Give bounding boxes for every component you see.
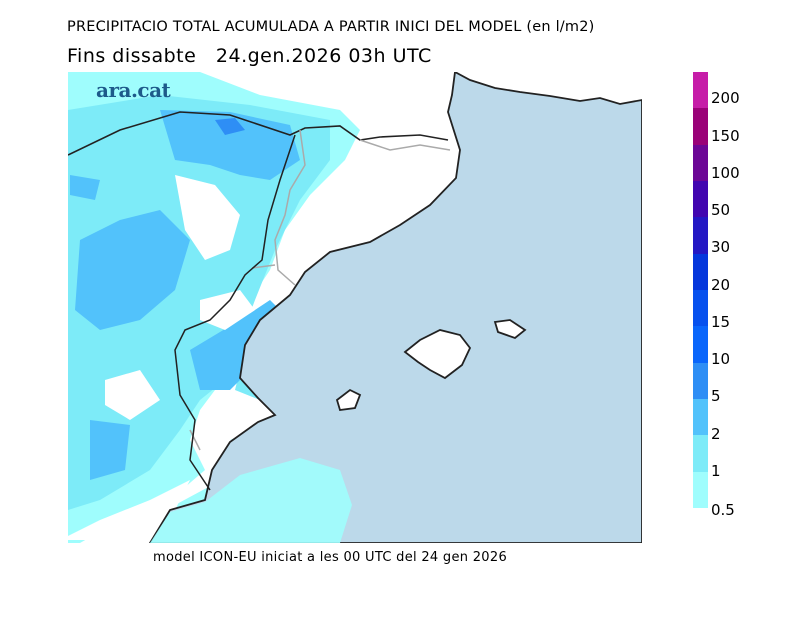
ara-cat-logo: ara.cat	[96, 78, 171, 102]
model-info-footer: model ICON-EU iniciat a les 00 UTC del 2…	[153, 550, 508, 565]
country-border	[68, 111, 449, 156]
precip-area-2	[70, 110, 340, 480]
map-subtitle: Fins dissabte 24.gen.2026 03h UTC	[67, 45, 432, 67]
legend-label: 20	[711, 275, 731, 294]
legend-swatch-30	[693, 217, 708, 254]
legend-label: 2	[711, 424, 721, 443]
island-mallorca	[403, 329, 472, 380]
sea-precip-coast	[150, 458, 352, 543]
legend-label: 200	[711, 89, 740, 108]
legend-swatch-20	[693, 253, 708, 290]
legend-swatch-15	[693, 289, 708, 327]
legend-label: 150	[711, 126, 740, 145]
legend-swatch-5	[693, 362, 708, 399]
legend-swatch-1	[693, 435, 708, 472]
precip-area-5	[215, 118, 245, 135]
legend-label: 50	[711, 201, 731, 220]
legend-label: 30	[711, 238, 731, 257]
region-borders	[189, 129, 451, 451]
legend-swatch-100	[693, 144, 708, 181]
legend-swatch-2	[693, 398, 708, 436]
sea-area	[148, 72, 642, 543]
color-legend	[693, 72, 708, 508]
legend-swatch-150	[693, 108, 708, 145]
white-dry-areas	[68, 175, 255, 540]
legend-label: 1	[711, 461, 721, 480]
map-title: PRECIPITACIO TOTAL ACUMULADA A PARTIR IN…	[67, 19, 595, 35]
legend-label: 5	[711, 387, 721, 406]
island-ibiza	[335, 388, 362, 411]
legend-label: 100	[711, 163, 740, 182]
island-menorca	[493, 319, 527, 340]
legend-swatch-0.5	[693, 471, 708, 508]
legend-label: 0.5	[711, 501, 735, 519]
legend-swatch-200	[693, 72, 708, 109]
legend-label: 10	[711, 350, 731, 369]
regional-border-dark	[174, 134, 296, 491]
legend-swatch-10	[693, 326, 708, 363]
legend-label: 15	[711, 312, 731, 331]
legend-swatch-50	[693, 180, 708, 218]
